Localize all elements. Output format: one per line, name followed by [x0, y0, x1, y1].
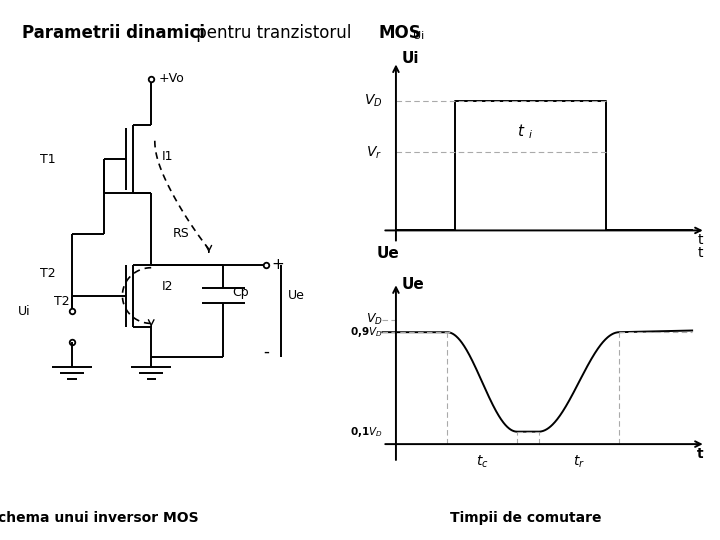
Text: T2: T2 [54, 295, 70, 308]
Text: RS: RS [173, 227, 189, 240]
Text: $V_D$: $V_D$ [364, 92, 382, 109]
Text: Cp: Cp [232, 286, 249, 299]
Text: Ue: Ue [377, 246, 400, 261]
Text: $\mathbf{0{,}1}V_D$: $\mathbf{0{,}1}V_D$ [350, 424, 382, 438]
Text: $t_c$: $t_c$ [476, 453, 488, 470]
Text: T2: T2 [40, 267, 55, 280]
Text: $\mathbf{0{,}9}V_D$: $\mathbf{0{,}9}V_D$ [350, 325, 382, 339]
Text: Ui: Ui [401, 51, 419, 66]
Text: I1: I1 [162, 150, 174, 163]
Text: Ue: Ue [288, 289, 305, 302]
Text: I2: I2 [162, 280, 174, 293]
Text: t: t [698, 246, 703, 260]
Text: t: t [697, 447, 703, 461]
Text: T1: T1 [40, 153, 55, 166]
Text: Timpii de comutare: Timpii de comutare [450, 511, 601, 525]
Text: Schema unui inversor MOS: Schema unui inversor MOS [0, 511, 199, 525]
Text: $t_r$: $t_r$ [573, 453, 585, 470]
Text: pentru tranzistorul: pentru tranzistorul [191, 24, 356, 42]
Text: -: - [264, 342, 269, 360]
Text: t: t [698, 233, 703, 247]
Text: Ui: Ui [413, 31, 425, 42]
Text: $t\ _i$: $t\ _i$ [517, 123, 534, 141]
Text: +: + [271, 257, 284, 272]
Text: $V_D$: $V_D$ [366, 312, 382, 327]
Text: Parametrii dinamici: Parametrii dinamici [22, 24, 204, 42]
Text: MOS: MOS [378, 24, 420, 42]
Text: +Vo: +Vo [158, 72, 184, 85]
Text: $V_r$: $V_r$ [366, 144, 382, 161]
Text: Ui: Ui [18, 305, 31, 318]
Text: Ue: Ue [401, 278, 424, 293]
